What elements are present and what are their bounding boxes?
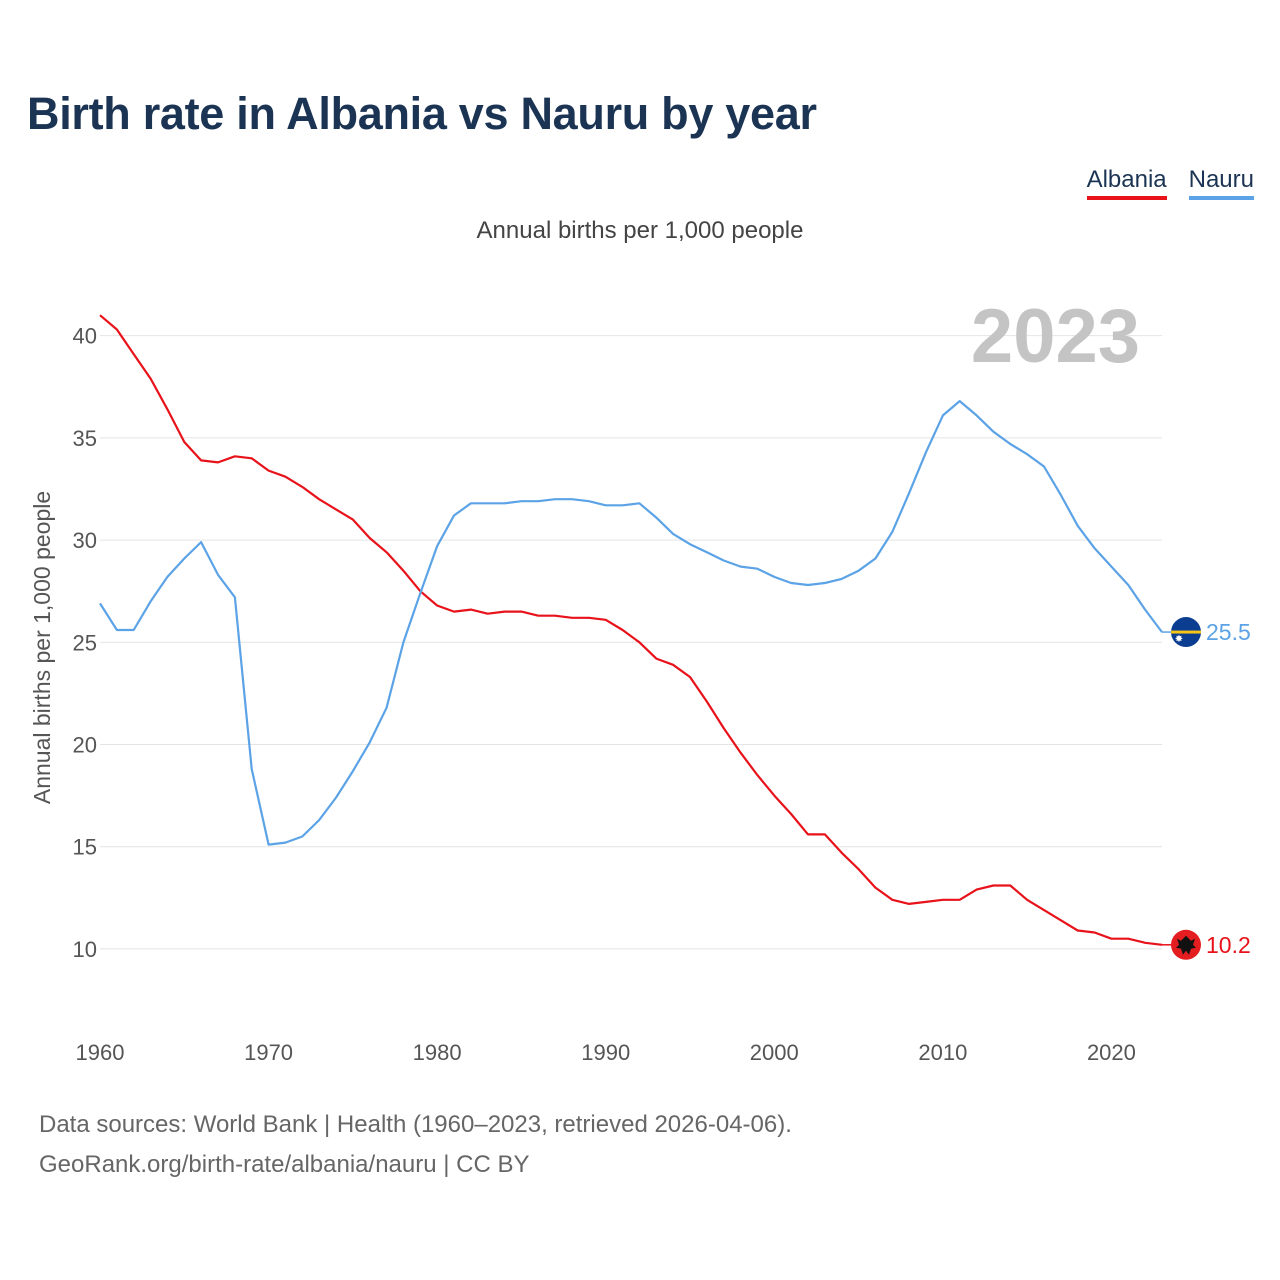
- legend-item-nauru[interactable]: Nauru: [1188, 166, 1254, 200]
- nauru-flag-star: ✸: [1175, 634, 1183, 645]
- y-tick-label: 15: [73, 835, 97, 860]
- chart-title: Birth rate in Albania vs Nauru by year: [27, 88, 817, 139]
- chart-subtitle: Annual births per 1,000 people: [476, 217, 804, 244]
- albania-flag-eagle: [1176, 935, 1196, 955]
- x-tick-label: 1960: [76, 1040, 125, 1065]
- line-chart: 10 15 20 25 30 35 40 1960 1970 1980 1990 2000 2010 20…: [29, 294, 1251, 1065]
- nauru-flag-stripe: [1171, 630, 1201, 634]
- y-tick-label: 40: [73, 324, 97, 349]
- legend-item-albania[interactable]: Albania: [1086, 166, 1167, 200]
- end-value-label-albania: 10.2: [1206, 932, 1251, 958]
- series-line-albania: [99, 314, 1163, 946]
- series-line-nauru: [99, 400, 1163, 846]
- x-tick-label: 2000: [750, 1040, 799, 1065]
- year-watermark: 2023: [971, 294, 1140, 379]
- x-tick-label: 1990: [581, 1040, 630, 1065]
- y-tick-label: 25: [73, 630, 97, 655]
- y-tick-label: 10: [73, 937, 97, 962]
- x-tick-label: 1980: [413, 1040, 462, 1065]
- y-tick-label: 20: [73, 732, 97, 757]
- legend: Albania Nauru: [1086, 166, 1254, 200]
- y-tick-label: 30: [73, 528, 97, 553]
- x-tick-label: 1970: [244, 1040, 293, 1065]
- x-tick-label: 2020: [1087, 1040, 1136, 1065]
- footer: Data sources: World Bank | Health (1960–…: [39, 1105, 792, 1185]
- y-tick-label: 35: [73, 426, 97, 451]
- data-source-note: Data sources: World Bank | Health (1960–…: [39, 1111, 792, 1138]
- source-url-note: GeoRank.org/birth-rate/albania/nauru | C…: [39, 1151, 530, 1178]
- end-value-label-nauru: 25.5: [1206, 619, 1251, 645]
- x-tick-label: 2010: [918, 1040, 967, 1065]
- y-axis-label: Annual births per 1,000 people: [29, 491, 55, 804]
